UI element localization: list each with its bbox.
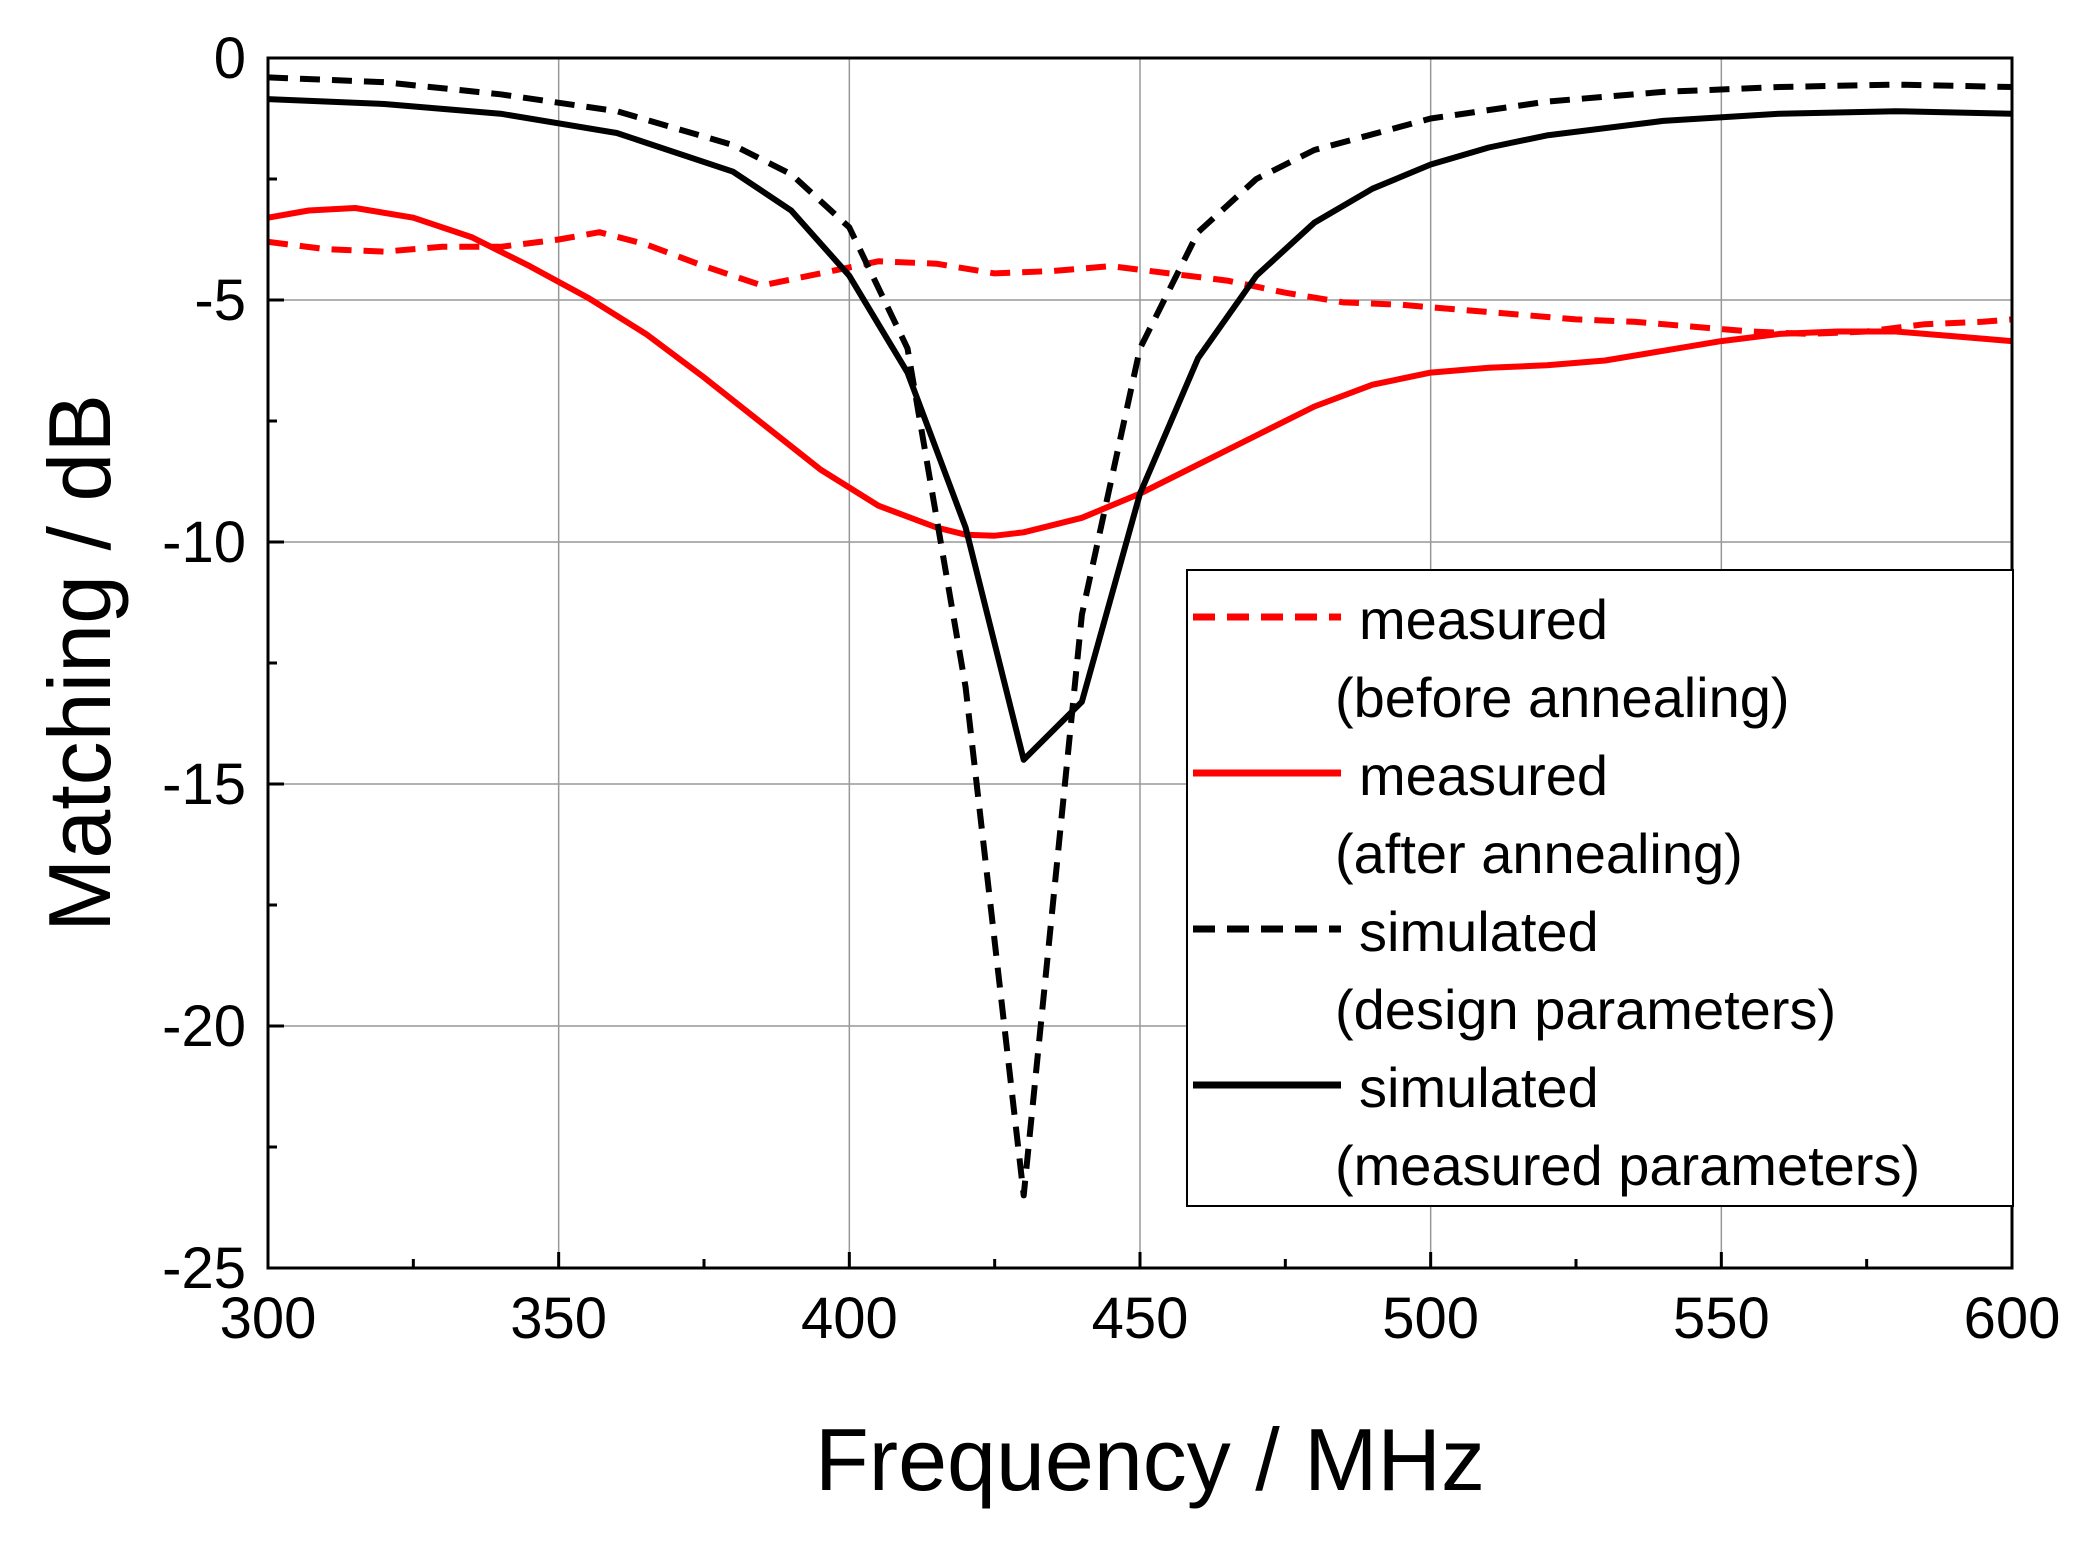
legend-label-simulated-design-parameters: simulated <box>1359 900 1599 963</box>
x-tick-label: 450 <box>1092 1286 1189 1351</box>
legend-sublabel-simulated-design-parameters: (design parameters) <box>1335 978 1836 1041</box>
legend-sublabel-simulated-measured-parameters: (measured parameters) <box>1335 1134 1920 1197</box>
legend-label-simulated-measured-parameters: simulated <box>1359 1056 1599 1119</box>
x-tick-label: 300 <box>220 1286 317 1351</box>
axis-ticks <box>266 56 2014 1270</box>
x-tick-label: 500 <box>1382 1286 1479 1351</box>
series-line-measured-before-annealing <box>268 229 2012 337</box>
x-tick-label: 550 <box>1673 1286 1770 1351</box>
x-tick-label: 600 <box>1964 1286 2061 1351</box>
y-tick-label: -20 <box>162 994 246 1059</box>
y-tick-label: -15 <box>162 752 246 817</box>
series-group <box>268 74 2012 1199</box>
x-tick-label: 350 <box>510 1286 607 1351</box>
legend-label-measured-after-annealing: measured <box>1359 744 1608 807</box>
series-line-simulated-measured-parameters <box>268 96 2012 763</box>
y-tick-label: -25 <box>162 1236 246 1301</box>
legend-label-measured-before-annealing: measured <box>1359 588 1608 651</box>
y-tick-label: 0 <box>214 26 246 91</box>
legend-sublabel-measured-after-annealing: (after annealing) <box>1335 822 1743 885</box>
series-line-simulated-design-parameters <box>268 74 2012 1199</box>
y-axis-title: Matching / dB <box>30 394 129 932</box>
legend-sublabel-measured-before-annealing: (before annealing) <box>1335 666 1790 729</box>
tick-labels: 300 350 400 450 500 550 600 0 -5 -10 -15 -20 -25 <box>162 26 2060 1351</box>
x-tick-label: 400 <box>801 1286 898 1351</box>
legend: measured (before annealing) measured (after… <box>1186 569 2014 1207</box>
series-line-measured-after-annealing <box>268 205 2012 539</box>
y-tick-label: -5 <box>194 268 246 333</box>
y-tick-label: -10 <box>162 510 246 575</box>
x-axis-title: Frequency / MHz <box>815 1410 1485 1509</box>
legend-box <box>1186 569 2014 1207</box>
